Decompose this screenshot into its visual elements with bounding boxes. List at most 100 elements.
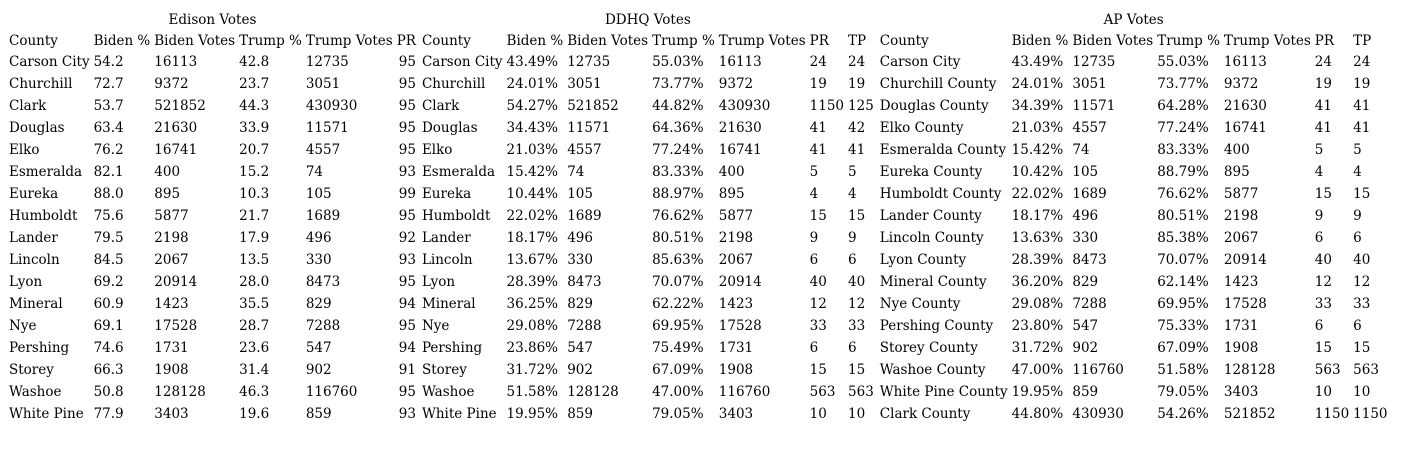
value-cell: 80.51% (652, 230, 704, 246)
value-cell: 12735 (305, 54, 349, 70)
county-cell: Lander County (879, 208, 982, 224)
value-cell: 430930 (1072, 406, 1124, 422)
value-cell: 95 (398, 274, 416, 290)
value-cell: 41 (1353, 98, 1371, 114)
value-cell: 5 (1314, 142, 1324, 158)
table-title: DDHQ Votes (604, 12, 691, 28)
value-cell: 6 (809, 252, 819, 268)
column-header: County (421, 33, 471, 49)
value-cell: 15 (848, 362, 866, 378)
value-cell: 41 (809, 120, 827, 136)
value-cell: 28.7 (239, 318, 270, 334)
value-cell: 2198 (154, 230, 189, 246)
value-cell: 496 (305, 230, 332, 246)
value-cell: 40 (1353, 252, 1371, 268)
column-header: PR (396, 33, 416, 49)
value-cell: 85.63% (652, 252, 704, 268)
value-cell: 69.1 (93, 318, 124, 334)
value-cell: 21.03% (1011, 120, 1064, 136)
county-cell: Pershing County (879, 318, 994, 334)
value-cell: 2198 (1223, 208, 1259, 224)
column-header: County (9, 33, 58, 49)
value-cell: 9 (1314, 208, 1324, 224)
value-cell: 5877 (154, 208, 189, 224)
table-row: Storey 31.72% 902 67.09% 1908 15 15 (421, 360, 875, 380)
value-cell: 895 (718, 186, 745, 202)
value-cell: 66.3 (93, 362, 124, 378)
value-cell: 8473 (1072, 252, 1107, 268)
value-cell: 895 (1223, 164, 1250, 180)
value-cell: 33.9 (239, 120, 270, 136)
value-cell: 62.14% (1157, 274, 1209, 290)
county-cell: Storey (9, 362, 54, 378)
value-cell: 1150 (1353, 406, 1388, 422)
value-cell: 75.49% (652, 340, 704, 356)
value-cell: 105 (1072, 164, 1099, 180)
value-cell: 77.24% (1157, 120, 1209, 136)
column-header: Trump Votes (305, 33, 393, 49)
table-row: Washoe County 47.00% 116760 51.58% 128128 563… (879, 360, 1389, 380)
value-cell: 79.05% (652, 406, 704, 422)
value-cell: 54.2 (93, 54, 124, 70)
value-cell: 5 (1353, 142, 1362, 158)
value-cell: 73.77% (1157, 76, 1209, 92)
value-cell: 12735 (567, 54, 611, 70)
county-cell: Eureka (9, 186, 59, 202)
table-row: Humboldt County 22.02% 1689 76.62% 5877 15 15 (879, 184, 1389, 204)
value-cell: 1689 (305, 208, 341, 224)
value-cell: 7288 (567, 318, 602, 334)
value-cell: 1423 (718, 296, 754, 312)
county-cell: Douglas (9, 120, 65, 136)
value-cell: 75.6 (93, 208, 124, 224)
county-cell: Mineral (9, 296, 63, 312)
value-cell: 31.72% (1011, 340, 1064, 356)
value-cell: 21630 (718, 120, 762, 136)
value-cell: 70.07% (652, 274, 704, 290)
column-header: Trump % (652, 33, 715, 49)
value-cell: 15 (1314, 340, 1332, 356)
value-cell: 7288 (305, 318, 341, 334)
value-cell: 94 (398, 296, 416, 312)
value-cell: 64.36% (652, 120, 704, 136)
value-cell: 128128 (567, 384, 619, 400)
value-cell: 41 (1314, 120, 1332, 136)
county-cell: Lincoln (421, 252, 473, 268)
value-cell: 563 (1314, 362, 1341, 378)
value-cell: 2067 (718, 252, 754, 268)
value-cell: 16741 (154, 142, 198, 158)
value-cell: 76.62% (1157, 186, 1209, 202)
value-cell: 24.01% (506, 76, 559, 92)
value-cell: 74 (567, 164, 585, 180)
value-cell: 51.58% (1157, 362, 1209, 378)
value-cell: 3051 (1072, 76, 1107, 92)
county-cell: Clark (421, 98, 460, 114)
table-row: Humboldt 75.6 5877 21.7 1689 95 (8, 206, 417, 226)
value-cell: 3403 (1223, 384, 1259, 400)
edison-votes-table: Edison Votes County Biden % Biden Votes Tru… (6, 12, 419, 426)
value-cell: 40 (809, 274, 827, 290)
table-row: Lincoln 84.5 2067 13.5 330 93 (8, 250, 417, 270)
value-cell: 13.67% (506, 252, 559, 268)
table-row: Esmeralda 15.42% 74 83.33% 400 5 5 (421, 162, 875, 182)
value-cell: 10 (809, 406, 827, 422)
value-cell: 24 (1353, 54, 1371, 70)
value-cell: 17528 (154, 318, 198, 334)
value-cell: 54.27% (506, 98, 559, 114)
county-cell: Clark County (879, 406, 971, 422)
value-cell: 76.2 (93, 142, 124, 158)
value-cell: 21630 (154, 120, 198, 136)
value-cell: 19 (809, 76, 827, 92)
value-cell: 895 (154, 186, 181, 202)
value-cell: 20914 (154, 274, 198, 290)
table-row: Lincoln 13.67% 330 85.63% 2067 6 6 (421, 250, 875, 270)
county-cell: Elko (421, 142, 453, 158)
value-cell: 51.58% (506, 384, 559, 400)
table-row: Churchill 72.7 9372 23.7 3051 95 (8, 74, 417, 94)
value-cell: 4 (848, 186, 857, 202)
value-cell: 5877 (1223, 186, 1259, 202)
county-cell: Washoe (9, 384, 62, 400)
value-cell: 16113 (154, 54, 198, 70)
table-body: Carson City 54.2 16113 42.8 12735 95 Churchill… (8, 52, 417, 424)
value-cell: 84.5 (93, 252, 124, 268)
value-cell: 19 (1353, 76, 1371, 92)
